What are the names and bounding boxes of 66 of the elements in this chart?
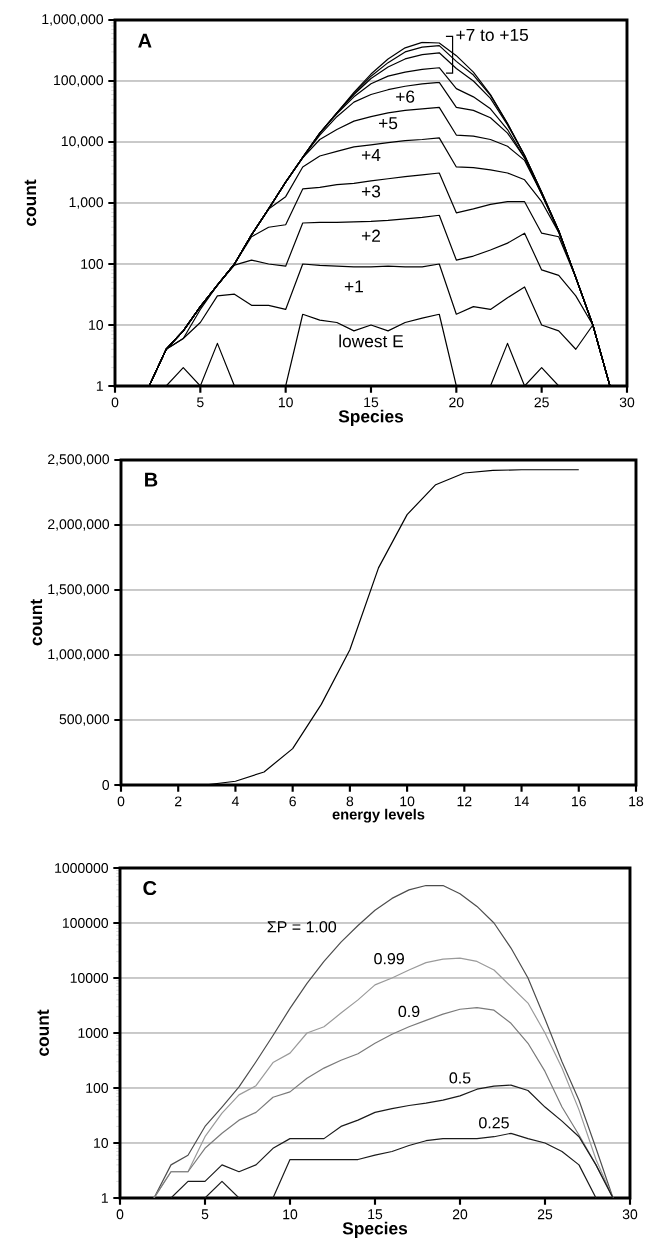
- x-tick-label: 10: [283, 1209, 298, 1220]
- x-tick-label: 6: [289, 796, 296, 807]
- x-axis-title: Species: [342, 1221, 408, 1238]
- y-axis-title: count: [30, 599, 43, 646]
- y-tick-label: 1,000,000: [48, 649, 110, 661]
- y-tick-label: 100,000: [54, 75, 104, 87]
- x-tick-label: 30: [619, 397, 635, 408]
- annotation: B: [145, 472, 158, 487]
- series-label: +6: [396, 90, 415, 103]
- x-tick-label: 4: [231, 796, 239, 806]
- x-tick-label: 0: [117, 796, 125, 807]
- y-tick-label: 1000: [78, 1028, 109, 1038]
- series-label: 0.9: [398, 1005, 420, 1018]
- annotation: A: [138, 33, 152, 48]
- x-tick-label: 0: [111, 397, 119, 408]
- y-tick-label: 1,500,000: [48, 584, 110, 596]
- x-axis-title: Species: [338, 409, 404, 426]
- x-tick-label: 20: [452, 1209, 468, 1220]
- series-label: 0.99: [374, 953, 404, 965]
- y-tick-label: 10000: [70, 973, 109, 983]
- x-tick-label: 8: [346, 796, 354, 807]
- y-tick-label: 10: [89, 320, 104, 330]
- y-tick-label: 10: [94, 1138, 109, 1148]
- series-label: +2: [361, 229, 380, 242]
- y-tick-label: 2,000,000: [48, 519, 110, 531]
- y-tick-label: 100: [81, 259, 104, 269]
- x-tick-label: 25: [537, 1209, 553, 1220]
- x-tick-label: 12: [457, 796, 472, 807]
- series-label: ΣP = 1.00: [267, 921, 337, 933]
- x-tick-label: 2: [175, 796, 182, 807]
- x-tick-label: 20: [449, 397, 464, 408]
- x-axis-title: energy levels: [332, 808, 425, 823]
- y-tick-label: 1: [101, 1193, 108, 1203]
- x-tick-label: 10: [278, 397, 293, 408]
- y-tick-label: 10,000: [61, 136, 104, 148]
- y-tick-label: 100: [86, 1083, 109, 1093]
- y-tick-label: 1,000,000: [42, 14, 104, 26]
- x-tick-label: 5: [197, 397, 204, 408]
- x-tick-label: 10: [400, 796, 415, 807]
- y-tick-label: 1000000: [55, 863, 109, 873]
- x-tick-label: 15: [364, 397, 379, 408]
- x-tick-label: 25: [534, 397, 549, 408]
- y-tick-label: 100000: [62, 918, 109, 928]
- series-label: lowest E: [339, 334, 403, 348]
- y-tick-label: 1: [96, 381, 103, 391]
- annotation: +7 to +15: [456, 28, 529, 42]
- x-tick-label: 0: [116, 1209, 124, 1220]
- series-label: +4: [361, 149, 381, 161]
- y-tick-label: 0: [102, 780, 110, 790]
- y-axis-title: count: [37, 1009, 49, 1056]
- y-axis-title: count: [24, 179, 37, 226]
- x-tick-label: 16: [572, 796, 586, 807]
- series-label: 0.25: [479, 1117, 509, 1129]
- series-label: +1: [344, 280, 363, 293]
- series-label: +5: [379, 117, 398, 130]
- x-tick-label: 30: [622, 1209, 638, 1220]
- series-label: +3: [361, 185, 381, 198]
- x-tick-label: 5: [201, 1209, 209, 1220]
- x-tick-label: 14: [514, 796, 529, 806]
- x-tick-label: 15: [368, 1209, 383, 1220]
- x-tick-label: 18: [629, 796, 644, 807]
- y-tick-label: 2,500,000: [48, 454, 110, 466]
- annotation: C: [143, 880, 157, 896]
- y-tick-label: 1,000: [69, 197, 104, 209]
- series-label: 0.5: [449, 1072, 471, 1084]
- y-tick-label: 500,000: [59, 714, 110, 726]
